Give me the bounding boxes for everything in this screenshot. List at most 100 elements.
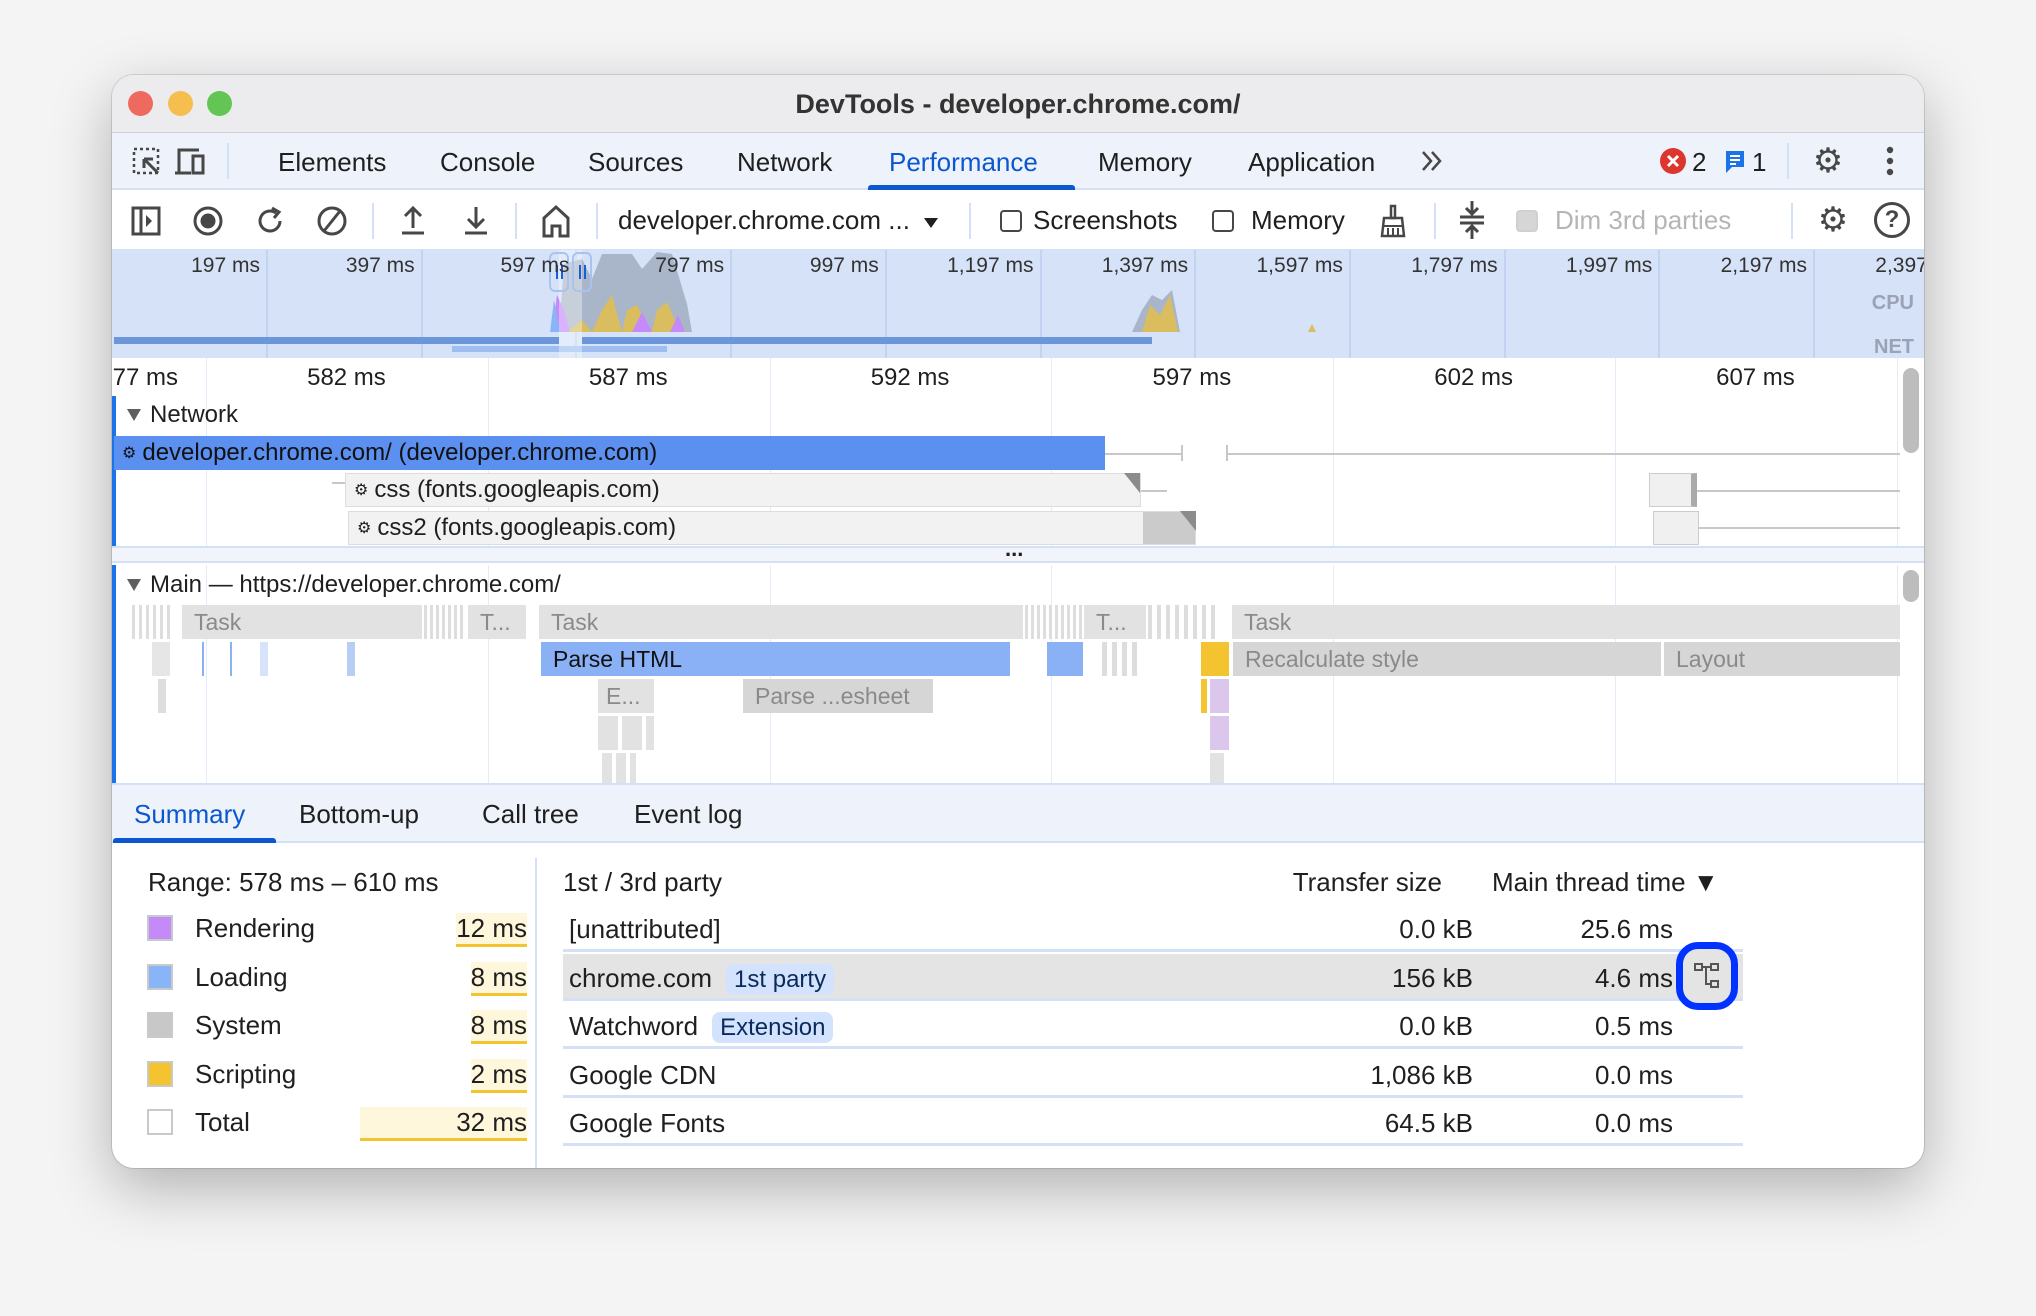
more-tracks-ellipsis[interactable]: ... [1005,536,1024,561]
device-toolbar-icon[interactable] [172,145,208,179]
flame-event[interactable]: E... [598,679,654,713]
main-thread-time-cell: 0.5 ms [1594,1011,1673,1041]
tab-bottom-up[interactable]: Bottom-up [299,799,419,829]
category-name: Rendering [195,913,315,943]
upload-icon[interactable] [397,203,429,237]
tab-elements[interactable]: Elements [278,147,387,177]
divider [227,143,229,179]
close-window-button[interactable] [128,91,153,116]
cpu-net-overview-chart [114,250,1316,358]
flame-task[interactable]: Task [539,605,1023,639]
summary-category-row: Total 32 ms [147,1105,527,1141]
network-scrollbar[interactable] [1903,368,1919,453]
settings-gear-icon[interactable]: ⚙ [1812,142,1844,180]
dim-3rd-parties-checkbox[interactable] [1516,210,1538,232]
request-corner-marker [1124,473,1140,493]
cpu-label: CPU [1871,292,1914,314]
tab-summary[interactable]: Summary [134,799,246,829]
ruler-tick-label: 582 ms [307,364,386,391]
screenshots-checkbox[interactable] [1000,210,1022,232]
download-icon[interactable] [460,203,492,237]
transfer-size-cell: 156 kB [1392,962,1473,993]
flame-recalculate-style[interactable]: Recalculate style [1233,642,1661,676]
dim-3rd-parties-label[interactable]: Dim 3rd parties [1555,205,1732,235]
flame-scripting[interactable] [1201,642,1229,676]
summary-category-row: Loading 8 ms [147,960,527,996]
request-whisker-cap [1181,445,1183,461]
network-request-bar[interactable]: ⚙ css2 (fonts.googleapis.com) [348,511,1196,545]
inspect-element-icon[interactable] [130,145,164,179]
summary-category-row: Scripting 2 ms [147,1057,527,1093]
network-track-header[interactable]: Network [126,401,238,429]
transfer-size-cell: 0.0 kB [1399,914,1473,944]
error-count[interactable]: 2 [1692,147,1707,177]
network-request-bar[interactable]: ⚙ css (fonts.googleapis.com) [345,473,1141,507]
screenshots-label[interactable]: Screenshots [1033,205,1178,235]
tab-performance[interactable]: Performance [889,147,1038,177]
collapse-tracks-icon[interactable] [1457,199,1487,241]
flame-rendering[interactable] [1210,679,1229,713]
tab-call-tree[interactable]: Call tree [482,799,579,829]
network-request-bar[interactable] [1653,511,1699,545]
flame-parse-stylesheet[interactable]: Parse ...esheet [743,679,933,713]
flame-parse-html[interactable]: Parse HTML [541,642,1010,676]
entity-filter-button[interactable] [1676,942,1738,1010]
error-icon[interactable] [1660,148,1686,174]
tab-network[interactable]: Network [737,147,833,177]
request-whisker [1697,490,1900,492]
network-request-bar[interactable]: ⚙ developer.chrome.com/ (developer.chrome… [114,436,1105,470]
party-column-header[interactable]: 1st / 3rd party [563,867,722,897]
reload-record-icon[interactable] [254,205,286,237]
network-request-bar[interactable] [1649,473,1697,507]
minimize-window-button[interactable] [168,91,193,116]
flame-task[interactable]: Task [182,605,422,639]
tab-sources[interactable]: Sources [588,147,684,177]
tab-console[interactable]: Console [440,147,536,177]
range-end-handle[interactable] [572,252,592,292]
party-table-row[interactable]: Google Fonts 64.5 kB 0.0 ms [563,1099,1743,1146]
request-whisker [1105,453,1182,455]
flame-rendering[interactable] [1210,716,1229,750]
transfer-size-column-header[interactable]: Transfer size [1292,867,1442,897]
home-icon[interactable] [540,203,572,239]
more-tabs-chevron-icon[interactable] [1418,147,1446,175]
flame-task[interactable]: Task [1232,605,1900,639]
more-options-kebab-icon[interactable] [1880,143,1900,179]
request-label: developer.chrome.com/ (developer.chrome.… [142,439,658,466]
range-start-handle[interactable] [549,252,569,292]
message-icon[interactable] [1724,149,1746,175]
timeline-overview[interactable]: CPU NET 197 ms 397 ms 597 ms 797 ms 997 ms 1,… [112,250,1924,358]
tab-application[interactable]: Application [1248,147,1376,177]
overview-gridline [1039,250,1042,358]
main-scrollbar[interactable] [1903,570,1919,602]
flame-task[interactable]: T... [1084,605,1146,639]
flame-layout[interactable]: Layout [1664,642,1900,676]
category-value: 32 ms [360,1107,527,1141]
party-table-row[interactable]: chrome.com 1st party 156 kB 4.6 ms [563,953,1743,1001]
tab-memory[interactable]: Memory [1098,147,1192,177]
main-track-header[interactable]: Main — https://developer.chrome.com/ [126,571,561,599]
zoom-window-button[interactable] [207,91,232,116]
main-thread-time-column-header[interactable]: Main thread time ▼ [1492,867,1719,897]
timeline-gridline [487,565,489,783]
ruler-tick-label: 577 ms [112,364,178,391]
garbage-collect-broom-icon[interactable] [1378,203,1408,239]
record-icon[interactable] [192,205,224,237]
pane-divider[interactable] [535,858,537,1168]
party-table-row[interactable]: [unattributed] 0.0 kB 25.6 ms [563,905,1743,952]
help-icon[interactable]: ? [1874,202,1910,238]
request-corner-marker [1180,511,1196,531]
cpu-activity-late-scripting [1142,295,1178,332]
clear-icon[interactable] [316,205,348,237]
memory-checkbox[interactable] [1212,210,1234,232]
memory-label[interactable]: Memory [1251,205,1345,235]
party-table-row[interactable]: Google CDN 1,086 kB 0.0 ms [563,1051,1743,1098]
party-table-row[interactable]: Watchword Extension 0.0 kB 0.5 ms [563,1002,1743,1049]
capture-settings-gear-icon[interactable]: ⚙ [1817,201,1849,239]
toggle-sidebar-icon[interactable] [130,205,162,237]
target-select[interactable]: developer.chrome.com ... [618,205,939,236]
flame-task[interactable]: T... [468,605,526,639]
message-count[interactable]: 1 [1752,147,1767,177]
track-resize-divider[interactable] [112,546,1924,563]
tab-event-log[interactable]: Event log [634,799,743,829]
